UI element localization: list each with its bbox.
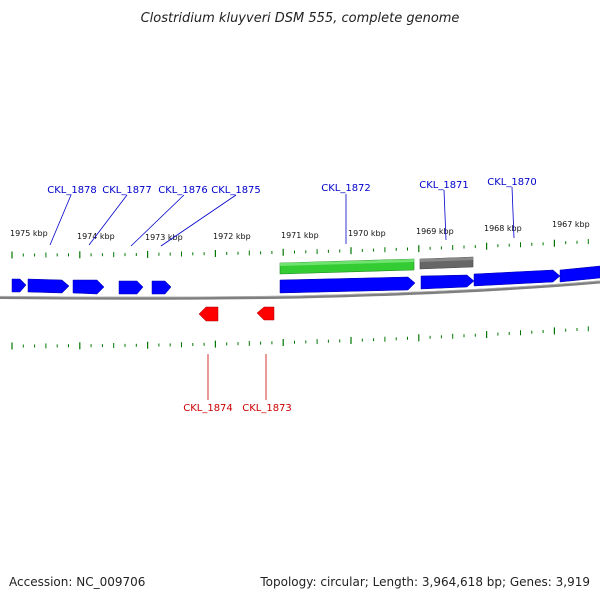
kbp-label-1973: 1973 kbp: [145, 233, 183, 242]
gene-label-ckl-1877[interactable]: CKL_1877: [102, 185, 152, 196]
gene-arrow-ckl-1871[interactable]: [420, 274, 475, 290]
forward-leader-lines: [49, 186, 515, 247]
reverse-leader-lines: [207, 354, 267, 400]
gene-arrow-ckl-1876[interactable]: [118, 280, 144, 295]
outer-tick-ring: [11, 239, 589, 259]
feature-highlight: [280, 259, 414, 266]
kbp-label-1970: 1970 kbp: [348, 229, 386, 238]
kbp-label-1967: 1967 kbp: [552, 220, 590, 229]
kbp-label-1972: 1972 kbp: [213, 232, 251, 241]
gene-arrow-edge[interactable]: [559, 265, 600, 283]
gene-arrow-ckl-1874[interactable]: [198, 306, 219, 322]
topology-summary: Topology: circular; Length: 3,964,618 bp…: [259, 575, 590, 589]
kbp-scale-labels: 1975 kbp 1974 kbp 1973 kbp 1972 kbp 1971…: [10, 220, 590, 242]
kbp-label-1969: 1969 kbp: [416, 227, 454, 236]
reverse-genes: [198, 306, 275, 322]
gene-arrow-ckl-1877[interactable]: [72, 279, 105, 295]
genome-backbone: [0, 280, 600, 300]
gene-label-ckl-1875[interactable]: CKL_1875: [211, 185, 261, 196]
feature-track: [279, 256, 474, 275]
gene-label-ckl-1878[interactable]: CKL_1878: [47, 185, 97, 196]
forward-genes: [11, 265, 600, 295]
gene-arrow-ckl-1872[interactable]: [279, 276, 416, 294]
inner-tick-ring: [11, 326, 589, 350]
leader-line-ckl-1870: [511, 186, 515, 239]
gene-arrow-ckl-1870[interactable]: [473, 269, 561, 287]
gene-label-ckl-1870[interactable]: CKL_1870: [487, 177, 537, 188]
accession-text: Accession: NC_009706: [9, 575, 145, 589]
gene-label-ckl-1872[interactable]: CKL_1872: [321, 183, 371, 194]
kbp-label-1968: 1968 kbp: [484, 224, 522, 233]
leader-line-ckl-1878: [49, 194, 72, 246]
gene-label-ckl-1874[interactable]: CKL_1874: [183, 403, 233, 414]
other-feature-highlight: [420, 257, 473, 262]
leader-line-ckl-1875: [160, 194, 237, 247]
reverse-gene-labels: CKL_1874 CKL_1873: [183, 403, 292, 414]
gene-label-ckl-1873[interactable]: CKL_1873: [242, 403, 292, 414]
gene-label-ckl-1871[interactable]: CKL_1871: [419, 180, 469, 191]
forward-gene-labels: CKL_1878 CKL_1877 CKL_1876 CKL_1875 CKL_…: [47, 177, 537, 196]
gene-arrow-ckl-1878[interactable]: [27, 278, 70, 294]
gene-arrow-forward[interactable]: [11, 278, 27, 293]
leader-line-ckl-1871: [443, 189, 447, 241]
gene-arrow-ckl-1873[interactable]: [256, 306, 275, 321]
gene-label-ckl-1876[interactable]: CKL_1876: [158, 185, 208, 196]
genome-backbone-highlight: [0, 280, 600, 298]
kbp-label-1971: 1971 kbp: [281, 231, 319, 240]
leader-line-ckl-1876: [130, 194, 185, 247]
gene-arrow-ckl-1875[interactable]: [151, 280, 172, 295]
kbp-label-1975: 1975 kbp: [10, 229, 48, 238]
leader-line-ckl-1877: [88, 194, 128, 246]
map-title: Clostridium kluyveri DSM 555, complete g…: [141, 11, 460, 26]
